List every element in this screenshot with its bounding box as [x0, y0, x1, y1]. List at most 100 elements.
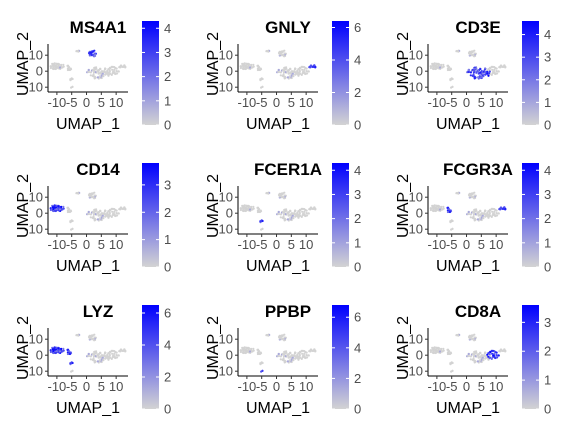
cell-point	[442, 347, 445, 350]
cell-point	[471, 352, 474, 355]
x-tick-label: 5	[98, 237, 105, 252]
cell-point	[498, 208, 501, 211]
cell-point	[258, 66, 261, 69]
cell-point	[291, 70, 294, 73]
cell-point	[437, 65, 440, 68]
cell-point	[482, 359, 485, 362]
cell-point	[499, 64, 503, 67]
cell-point	[286, 218, 289, 221]
cell-point	[495, 214, 498, 217]
cell-point	[66, 348, 69, 351]
cell-point	[68, 350, 71, 353]
cell-point	[110, 73, 113, 76]
y-tick-label: -10	[214, 80, 233, 95]
cell-point	[499, 348, 503, 351]
cell-point	[241, 206, 244, 209]
cell-point	[279, 74, 282, 77]
cell-point	[247, 349, 250, 352]
color-bar-label: 0	[164, 260, 171, 275]
cell-point	[69, 362, 72, 365]
color-bar	[142, 305, 159, 409]
cell-point	[292, 359, 295, 362]
cell-point	[432, 66, 435, 69]
color-bar-label: 3	[354, 187, 361, 202]
cell-point	[481, 214, 484, 217]
cell-point	[98, 214, 101, 217]
cell-point	[487, 358, 490, 361]
cell-point	[77, 334, 80, 337]
cell-point	[309, 348, 313, 351]
cell-point	[484, 209, 487, 212]
cell-point	[252, 347, 255, 350]
cell-point	[115, 354, 118, 357]
cell-point	[446, 68, 449, 72]
cell-point	[278, 195, 281, 198]
color-bar-label: 1	[164, 93, 171, 108]
y-tick-label: 10	[29, 190, 43, 205]
x-tick-label: 10	[109, 237, 123, 252]
cell-point	[281, 68, 284, 71]
cell-point	[104, 351, 107, 354]
cell-point	[53, 64, 56, 67]
cell-point	[93, 336, 96, 339]
cell-point	[468, 53, 471, 56]
x-tick-label: -10	[47, 379, 66, 394]
cell-point	[109, 209, 112, 212]
cell-point	[442, 207, 445, 210]
cell-point	[51, 348, 55, 351]
cell-point	[433, 67, 436, 70]
color-bar-label: 2	[354, 371, 361, 386]
cell-point	[467, 70, 470, 74]
cell-point	[243, 64, 246, 67]
x-tick-label: -5	[256, 95, 268, 110]
cell-point	[282, 71, 285, 74]
cell-point	[481, 356, 484, 359]
cell-point	[279, 355, 282, 358]
cell-point	[115, 351, 118, 354]
cell-point	[446, 348, 449, 351]
cell-point	[435, 62, 438, 65]
x-tick-label: -10	[237, 95, 256, 110]
cell-point	[492, 354, 495, 357]
cell-point	[242, 67, 245, 71]
color-bar-label: 0	[354, 260, 361, 275]
cell-point	[469, 74, 472, 77]
cell-point	[282, 213, 285, 216]
cell-point	[110, 357, 113, 360]
cell-point	[479, 352, 482, 355]
cell-point	[242, 351, 245, 355]
cell-point	[296, 69, 299, 72]
cell-point	[298, 214, 302, 217]
cell-point	[121, 349, 124, 352]
color-bar-label: 2	[354, 85, 361, 100]
cell-point	[98, 72, 101, 75]
cell-point	[267, 192, 270, 195]
cell-point	[49, 208, 53, 212]
x-axis-label: UMAP_1	[56, 400, 120, 417]
cell-point	[96, 360, 99, 363]
color-bar-label: 1	[354, 235, 361, 250]
cell-point	[471, 358, 474, 361]
x-tick-label: 0	[83, 95, 90, 110]
cell-point	[305, 356, 308, 359]
x-tick-label: 0	[83, 379, 90, 394]
cell-point	[473, 351, 476, 354]
cell-point	[476, 212, 479, 215]
cell-point	[289, 352, 292, 355]
cell-point	[297, 358, 300, 361]
cell-point	[66, 68, 69, 72]
cell-point	[303, 352, 306, 355]
cell-point	[87, 70, 90, 74]
cell-point	[438, 350, 441, 353]
cell-point	[432, 67, 435, 71]
cell-point	[96, 76, 99, 79]
cell-point	[243, 351, 246, 354]
cell-point	[473, 219, 476, 222]
cell-point	[282, 355, 285, 358]
cell-point	[432, 208, 435, 211]
cell-point	[446, 206, 449, 209]
x-axis-label: UMAP_1	[436, 258, 500, 275]
cell-point	[279, 213, 282, 216]
